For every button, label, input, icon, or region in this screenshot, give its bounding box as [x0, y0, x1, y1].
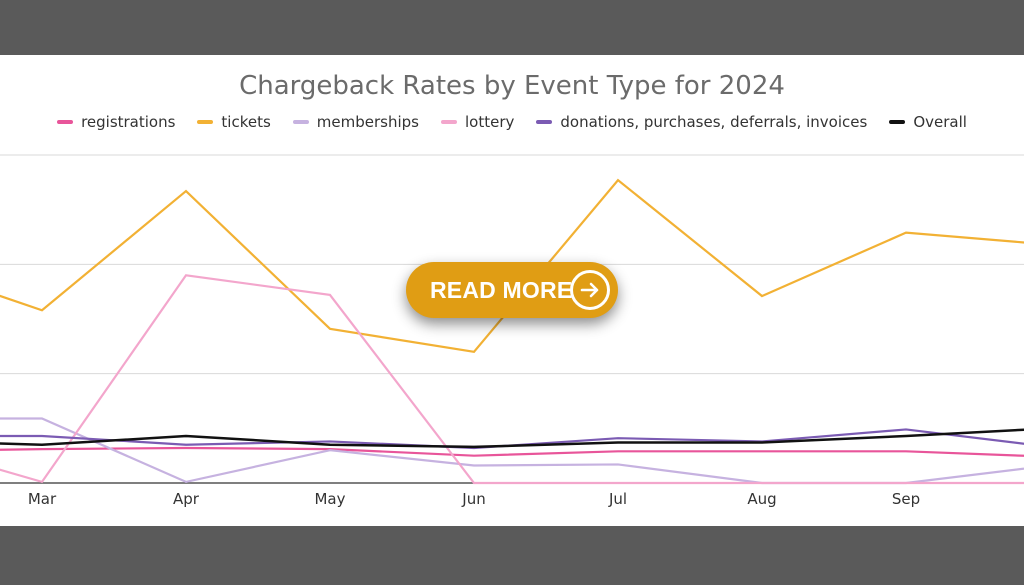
- legend-swatch: [292, 120, 309, 124]
- series-line-lottery: [0, 274, 1024, 485]
- legend-swatch: [536, 120, 553, 124]
- chart-legend: registrations tickets memberships lottery do…: [0, 113, 1024, 131]
- read-more-label: READ MORE: [430, 276, 573, 303]
- x-tick-label: May: [314, 490, 345, 508]
- legend-item[interactable]: lottery: [441, 113, 514, 131]
- legend-label: Overall: [913, 113, 967, 131]
- x-tick-label: Mar: [28, 490, 57, 508]
- x-tick-label: Jun: [461, 490, 485, 508]
- legend-item[interactable]: registrations: [57, 113, 175, 131]
- x-tick-label: Jul: [608, 490, 627, 508]
- legend-item[interactable]: tickets: [197, 113, 271, 131]
- legend-swatch: [441, 120, 457, 124]
- arrow-right-circle-icon: [570, 270, 610, 310]
- legend-label: donations, purchases, deferrals, invoice…: [560, 113, 868, 131]
- legend-swatch: [197, 120, 214, 124]
- legend-item[interactable]: Overall: [889, 113, 967, 131]
- series-line-overall: [0, 428, 1024, 449]
- series-line-registrations: [0, 446, 1024, 457]
- chart-title: Chargeback Rates by Event Type for 2024: [239, 71, 785, 101]
- x-tick-label: Apr: [173, 490, 200, 508]
- read-more-button[interactable]: READ MORE: [406, 262, 618, 318]
- legend-swatch: [889, 120, 906, 124]
- legend-item[interactable]: donations, purchases, deferrals, invoice…: [536, 113, 867, 131]
- legend-label: lottery: [465, 113, 515, 131]
- legend-swatch: [57, 120, 74, 124]
- chart-plot: Mar Apr May Jun Jul Aug Sep: [0, 154, 1024, 508]
- legend-label: registrations: [81, 113, 176, 131]
- chart-card: Chargeback Rates by Event Type for 2024 …: [0, 55, 1024, 526]
- x-tick-label: Sep: [892, 490, 920, 508]
- series-line-tickets: [0, 178, 1024, 353]
- legend-label: memberships: [316, 113, 419, 131]
- legend-label: tickets: [221, 113, 271, 131]
- x-tick-label: Aug: [747, 490, 776, 508]
- legend-item[interactable]: memberships: [292, 113, 419, 131]
